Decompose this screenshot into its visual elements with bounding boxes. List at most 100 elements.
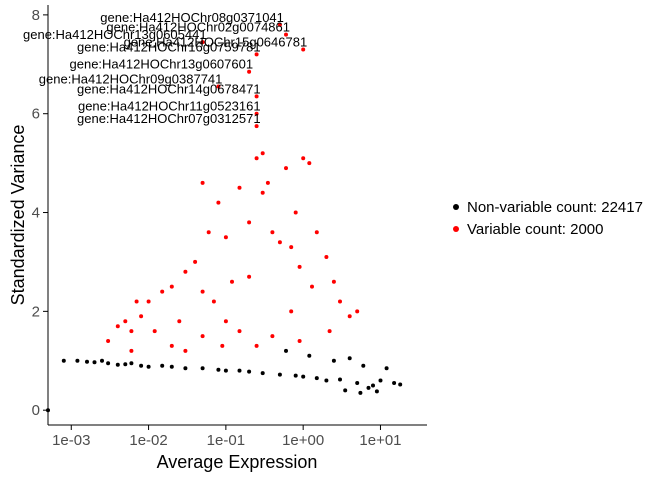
variable-point-9 bbox=[169, 284, 174, 289]
nonvariable-point-35 bbox=[347, 356, 352, 361]
gene-label-8: gene:Ha412HOChr02g0074861 bbox=[106, 20, 290, 35]
x-tick-label-0: 1e-03 bbox=[52, 432, 90, 449]
variable-point-27 bbox=[293, 210, 298, 215]
nonvariable-point-36 bbox=[361, 363, 366, 368]
y-tick-label-0: 0 bbox=[32, 402, 40, 419]
labeled-gene-point-6 bbox=[254, 52, 259, 57]
variable-point-46 bbox=[297, 339, 302, 343]
gene-label-5: gene:Ha412HOChr07g0312571 bbox=[77, 111, 261, 126]
nonvariable-point-21 bbox=[277, 372, 282, 377]
labeled-gene-point-0 bbox=[200, 40, 205, 45]
legend-label-variable: Variable count: 2000 bbox=[467, 220, 604, 238]
nonvariable-point-14 bbox=[183, 366, 188, 371]
nonvariable-point-23 bbox=[301, 374, 306, 379]
nonvariable-point-22 bbox=[293, 373, 298, 378]
variable-point-16 bbox=[216, 200, 221, 205]
nonvariable-point-19 bbox=[247, 369, 252, 374]
nonvariable-point-40 bbox=[366, 385, 371, 390]
x-tick-label-3: 1e+00 bbox=[282, 432, 324, 449]
y-axis-title: Standardized Variance bbox=[8, 125, 28, 306]
nonvariable-point-13 bbox=[169, 364, 174, 369]
nonvariable-point-25 bbox=[324, 378, 329, 383]
labeled-gene-point-8 bbox=[284, 32, 288, 37]
nonvariable-point-2 bbox=[75, 358, 80, 363]
nonvariable-point-29 bbox=[378, 378, 383, 383]
legend: Non-variable count: 22417 Variable count… bbox=[448, 196, 643, 240]
variable-point-14 bbox=[206, 230, 211, 235]
nonvariable-point-15 bbox=[200, 366, 205, 371]
variable-point-43 bbox=[200, 334, 205, 339]
variable-point-8 bbox=[160, 289, 165, 294]
variable-point-35 bbox=[355, 309, 360, 314]
variable-point-18 bbox=[230, 279, 234, 284]
nonvariable-point-8 bbox=[123, 362, 128, 367]
legend-dot-black bbox=[453, 204, 459, 210]
variable-point-37 bbox=[260, 190, 265, 195]
nonvariable-point-27 bbox=[355, 381, 360, 385]
labeled-gene-point-9 bbox=[301, 47, 306, 52]
variable-point-10 bbox=[177, 319, 182, 324]
variable-point-5 bbox=[139, 314, 144, 319]
variable-point-40 bbox=[310, 284, 314, 289]
variable-point-38 bbox=[289, 245, 294, 250]
nonvariable-point-31 bbox=[398, 382, 403, 387]
gene-label-6: gene:Ha412HOChr16g0759781 bbox=[77, 39, 261, 54]
variable-point-13 bbox=[200, 289, 205, 294]
y-tick-label-3: 6 bbox=[32, 106, 40, 123]
variable-point-51 bbox=[183, 348, 188, 353]
variable-point-49 bbox=[289, 309, 294, 314]
variable-point-50 bbox=[129, 348, 134, 353]
variable-point-25 bbox=[277, 240, 282, 245]
y-axis-ticks: 0 2 4 6 8 bbox=[32, 7, 48, 419]
variable-point-53 bbox=[254, 343, 259, 348]
variable-point-42 bbox=[169, 343, 174, 348]
nonvariable-point-20 bbox=[260, 371, 265, 376]
variable-point-20 bbox=[247, 220, 252, 225]
gene-labels-layer: gene:Ha412HOChr13g0605441gene:Ha412HOChr… bbox=[23, 10, 307, 129]
variable-point-23 bbox=[265, 180, 270, 185]
variable-point-30 bbox=[314, 230, 319, 235]
legend-label-nonvariable: Non-variable count: 22417 bbox=[467, 198, 643, 216]
nonvariable-point-1 bbox=[61, 358, 66, 363]
labeled-gene-point-3 bbox=[254, 94, 259, 99]
gene-label-3: gene:Ha412HOChr14g0678471 bbox=[77, 81, 261, 96]
gene-label-4: gene:Ha412HOChr11g0523161 bbox=[78, 99, 261, 114]
nonvariable-point-24 bbox=[314, 376, 319, 381]
variable-point-47 bbox=[247, 274, 252, 279]
nonvariable-point-10 bbox=[139, 363, 144, 368]
variable-point-17 bbox=[223, 235, 228, 240]
nonvariable-point-16 bbox=[216, 367, 221, 372]
variable-point-33 bbox=[338, 299, 342, 304]
variable-point-32 bbox=[331, 279, 336, 284]
variable-point-0 bbox=[106, 339, 111, 343]
legend-item-nonvariable: Non-variable count: 22417 bbox=[448, 196, 643, 218]
nonvariable-point-12 bbox=[160, 363, 165, 368]
y-tick-label-1: 2 bbox=[32, 303, 40, 320]
nonvariable-point-30 bbox=[392, 381, 397, 385]
nonvariable-point-3 bbox=[85, 359, 89, 364]
variable-point-6 bbox=[146, 299, 151, 304]
nonvariable-point-9 bbox=[129, 361, 134, 366]
variable-point-15 bbox=[211, 299, 216, 304]
nonvariable-point-11 bbox=[146, 364, 151, 369]
nonvariable-point-7 bbox=[115, 362, 120, 367]
points-layer bbox=[46, 151, 403, 413]
legend-item-variable: Variable count: 2000 bbox=[448, 218, 643, 240]
variable-point-1 bbox=[115, 324, 120, 329]
nonvariable-point-17 bbox=[223, 368, 228, 373]
variable-point-45 bbox=[270, 334, 275, 339]
gene-label-1: gene:Ha412HOChr13g0607601 bbox=[70, 57, 254, 72]
labeled-gene-point-7 bbox=[277, 22, 282, 27]
variable-point-41 bbox=[327, 329, 332, 334]
variable-point-11 bbox=[183, 269, 188, 274]
variable-point-24 bbox=[270, 230, 275, 235]
variable-point-26 bbox=[284, 166, 288, 171]
variable-point-34 bbox=[347, 314, 352, 319]
variable-point-39 bbox=[297, 264, 302, 269]
labeled-gene-point-2 bbox=[216, 84, 221, 89]
gene-label-0: gene:Ha412HOChr13g0605441 bbox=[23, 27, 207, 42]
variable-point-21 bbox=[254, 156, 259, 161]
variable-point-7 bbox=[152, 329, 157, 334]
labeled-gene-point-4 bbox=[254, 111, 259, 116]
variable-point-48 bbox=[223, 319, 228, 324]
